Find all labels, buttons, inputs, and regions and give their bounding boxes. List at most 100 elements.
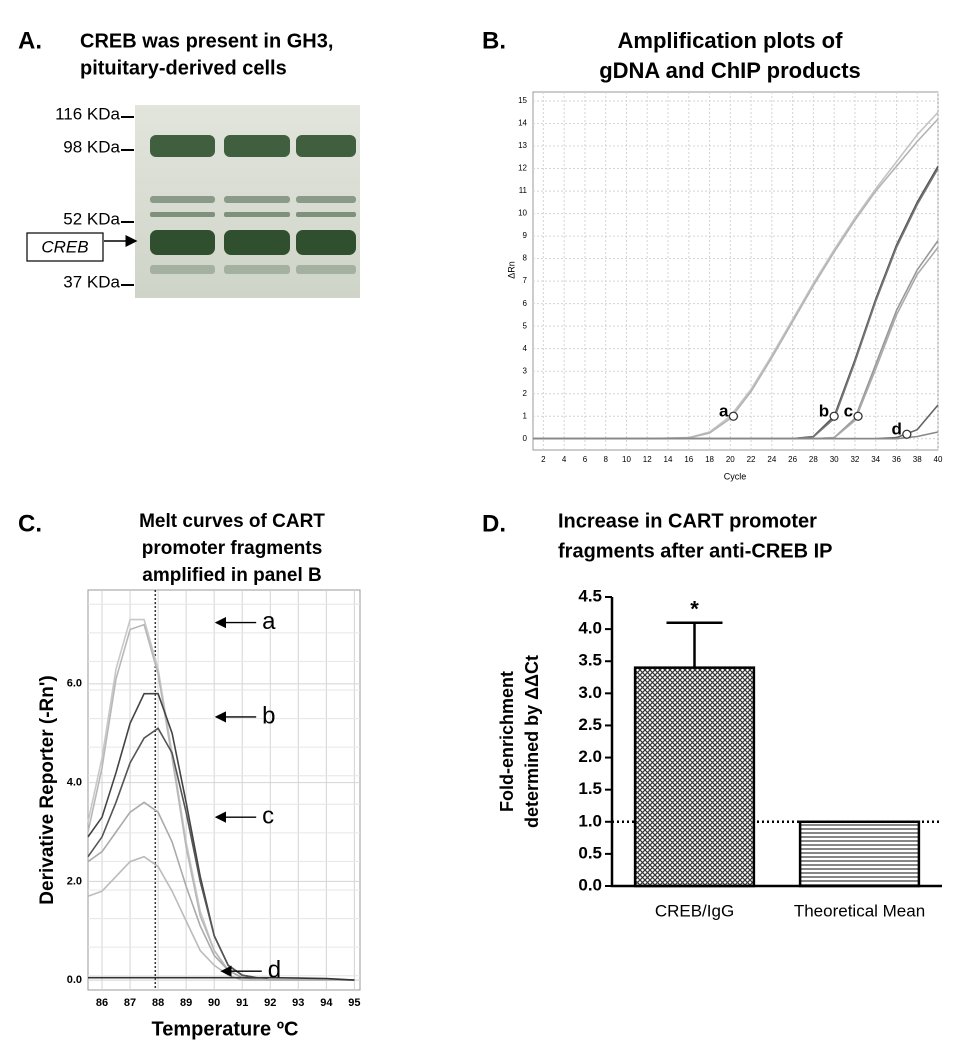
x-tick-label: 26 — [788, 455, 797, 464]
curve — [87, 855, 355, 981]
band — [296, 212, 356, 217]
panel-title: pituitary-derived cells — [80, 57, 287, 79]
x-tick-label: Theoretical Mean — [794, 901, 925, 920]
x-tick-label: 30 — [830, 455, 839, 464]
x-tick-label: 92 — [264, 997, 276, 1009]
annotation-label: a — [262, 608, 276, 635]
x-tick-label: 87 — [124, 997, 136, 1009]
x-tick-label: 90 — [208, 997, 220, 1009]
y-tick-label: 15 — [518, 96, 527, 105]
y-tick-label: 2.5 — [578, 715, 602, 734]
panel-title: CREB was present in GH3, — [80, 30, 333, 52]
annotation-point — [853, 411, 863, 421]
y-tick-label: 10 — [518, 209, 527, 218]
y-tick-label: 14 — [518, 119, 527, 128]
x-tick-label: 34 — [871, 455, 880, 464]
band — [150, 230, 215, 255]
y-tick-label: 12 — [518, 164, 527, 173]
x-tick-label: 93 — [292, 997, 304, 1009]
y-tick-label: 4.0 — [578, 619, 602, 638]
annotation-point — [829, 411, 839, 421]
x-axis-label: Cycle — [724, 471, 747, 481]
band-label: CREB — [41, 237, 88, 256]
y-tick-label: 3.5 — [578, 651, 602, 670]
panel-letter: B. — [482, 27, 506, 54]
marker-label: 116 KDa — [55, 104, 120, 123]
x-tick-label: CREB/IgG — [655, 901, 734, 920]
panel-title: gDNA and ChIP products — [599, 58, 861, 83]
x-tick-label: 8 — [603, 455, 608, 464]
x-tick-label: 2 — [541, 455, 546, 464]
band — [150, 135, 215, 157]
y-axis-label: Derivative Reporter (-Rn') — [37, 675, 58, 904]
y-tick-label: 2 — [523, 389, 528, 398]
band — [224, 196, 290, 203]
y-tick-label: 5 — [523, 321, 528, 330]
y-tick-label: 11 — [519, 186, 528, 195]
bar — [798, 820, 921, 888]
y-axis-label: Fold-enrichment — [497, 671, 517, 812]
band — [150, 265, 215, 274]
annotation-label: d — [891, 420, 901, 439]
y-tick-label: 4.5 — [578, 586, 602, 605]
x-tick-label: 91 — [236, 997, 248, 1009]
y-axis-label: ΔRn — [506, 261, 516, 279]
y-tick-label: 8 — [523, 254, 528, 263]
band — [150, 212, 215, 217]
x-tick-label: 16 — [684, 455, 693, 464]
x-tick-label: 28 — [809, 455, 818, 464]
annotation-label: a — [719, 402, 729, 421]
y-tick-label: 2.0 — [578, 747, 602, 766]
panel-title: amplified in panel B — [142, 565, 321, 586]
curve — [533, 431, 939, 440]
x-tick-label: 20 — [726, 455, 735, 464]
western-blot — [135, 105, 360, 298]
axes — [610, 597, 942, 888]
annotation-label: c — [844, 402, 853, 421]
x-tick-label: 18 — [705, 455, 714, 464]
y-tick-label: 7 — [523, 276, 528, 285]
bar — [633, 666, 756, 888]
panel-letter: C. — [18, 510, 42, 537]
y-tick-label: 6 — [523, 299, 528, 308]
x-tick-label: 4 — [562, 455, 567, 464]
band — [296, 265, 356, 274]
annotation-point — [902, 429, 912, 439]
band — [150, 196, 215, 203]
error-bar — [666, 621, 723, 668]
annotation-label: c — [262, 803, 274, 830]
band — [296, 196, 356, 203]
band — [296, 230, 356, 255]
band — [224, 135, 290, 157]
x-tick-label: 24 — [767, 455, 776, 464]
marker-label: 52 KDa — [63, 209, 120, 228]
significance-mark: * — [690, 597, 699, 622]
y-tick-label: 1.0 — [578, 811, 602, 830]
y-tick-label: 4 — [523, 344, 528, 353]
y-tick-label: 3.0 — [578, 683, 602, 702]
annotation-label: d — [268, 957, 281, 984]
marker-label: 98 KDa — [63, 137, 120, 156]
x-tick-label: 38 — [913, 455, 922, 464]
x-tick-label: 12 — [643, 455, 652, 464]
y-tick-label: 9 — [523, 231, 528, 240]
x-tick-label: 94 — [320, 997, 333, 1009]
y-tick-label: 2.0 — [67, 875, 82, 887]
x-tick-label: 89 — [180, 997, 192, 1009]
band — [224, 212, 290, 217]
marker-label: 37 KDa — [63, 272, 120, 291]
x-tick-label: 6 — [583, 455, 588, 464]
x-tick-label: 88 — [152, 997, 164, 1009]
x-tick-label: 32 — [850, 455, 859, 464]
y-tick-label: 4.0 — [67, 776, 82, 788]
plot-area — [532, 91, 939, 451]
plot-area — [87, 589, 361, 991]
panel-title: promoter fragments — [142, 538, 323, 559]
x-tick-label: 10 — [622, 455, 631, 464]
y-tick-label: 0.0 — [578, 875, 602, 894]
x-tick-label: 95 — [348, 997, 360, 1009]
panel-title: Amplification plots of — [618, 28, 844, 53]
y-axis-label: determined by ΔΔCt — [522, 655, 542, 828]
annotation-point — [728, 411, 739, 421]
